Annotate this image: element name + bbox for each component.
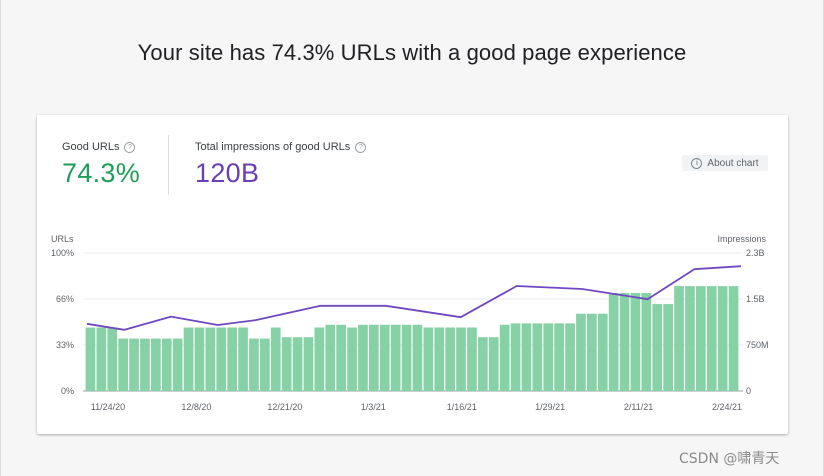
bar (696, 286, 706, 391)
bar (532, 323, 543, 391)
good-urls-label: Good URLs (62, 141, 120, 153)
bar (216, 327, 227, 391)
bar (172, 338, 183, 391)
x-tick-label: 1/16/21 (447, 402, 477, 412)
bar (183, 327, 194, 391)
bar (140, 338, 150, 391)
bar (151, 338, 161, 391)
bar (129, 338, 139, 391)
bar (107, 327, 118, 391)
bar (685, 286, 695, 391)
bar (499, 324, 510, 391)
bar (543, 323, 554, 391)
bar (390, 324, 401, 391)
combo-chart: 0% 0 33% 750M 66% 1.5B 100% 2.3B URLs Impressions… (51, 234, 769, 412)
bar (663, 304, 673, 391)
x-tick-label: 12/21/20 (267, 402, 302, 412)
bar (369, 324, 379, 391)
y-right-tick-label: 750M (746, 340, 769, 350)
help-icon[interactable]: ? (355, 141, 367, 153)
bar (85, 327, 96, 391)
impressions-label-row: Total impressions of good URLs ? (195, 141, 367, 153)
metric-divider (168, 135, 169, 195)
bar (325, 324, 336, 391)
bar (674, 286, 684, 391)
bar (358, 324, 368, 391)
impressions-metric: Total impressions of good URLs ? 120B (195, 141, 367, 189)
bar (292, 337, 303, 391)
bar (347, 327, 357, 391)
bar (456, 327, 466, 391)
bar (303, 337, 314, 391)
bar (706, 286, 717, 391)
impressions-line (86, 265, 742, 331)
bar (270, 327, 281, 391)
y-right-tick-label: 1.5B (746, 294, 765, 304)
impressions-value: 120B (195, 158, 260, 188)
bar (608, 293, 619, 391)
bar (194, 327, 205, 391)
x-tick-label: 11/24/20 (91, 402, 125, 412)
about-chart-label: About chart (707, 157, 759, 169)
bar (565, 323, 575, 391)
y-right-tick-label: 0 (746, 386, 751, 396)
bar (445, 327, 455, 391)
bar (630, 293, 641, 391)
bar (249, 338, 259, 391)
bar (728, 286, 739, 391)
good-urls-metric: Good URLs ? 74.3% (62, 141, 140, 189)
bar (336, 324, 346, 391)
good-urls-value: 74.3% (62, 158, 141, 188)
x-tick-label: 12/8/20 (181, 402, 211, 412)
x-tick-label: 1/29/21 (535, 402, 565, 412)
about-chart-button[interactable]: i About chart (682, 155, 768, 171)
y-left-tick-label: 33% (56, 340, 74, 350)
bar (554, 323, 564, 391)
x-tick-label: 2/11/21 (624, 402, 653, 412)
y-right-axis-title: Impressions (717, 234, 766, 244)
bar (161, 338, 172, 391)
y-left-tick-label: 100% (51, 248, 74, 258)
bar (314, 327, 325, 391)
bar (227, 327, 237, 391)
bar (118, 338, 128, 391)
bar (260, 338, 270, 391)
bar (641, 293, 652, 391)
bar (576, 313, 586, 391)
bar (423, 327, 434, 391)
bar (96, 327, 107, 391)
bar (478, 337, 488, 391)
x-tick-label: 1/3/21 (361, 402, 386, 412)
x-tick-label: 2/24/21 (712, 402, 742, 412)
bar (401, 324, 412, 391)
bar (510, 323, 521, 391)
bar (597, 313, 608, 391)
y-left-tick-label: 66% (56, 294, 74, 304)
bar (587, 313, 597, 391)
bar (619, 293, 630, 391)
left-edge (0, 0, 1, 476)
watermark: CSDN @啸青天 (679, 451, 780, 467)
bar (521, 323, 532, 391)
bar (238, 327, 248, 391)
bar (488, 337, 499, 391)
bar (467, 327, 477, 391)
bar (412, 324, 423, 391)
y-right-tick-label: 2.3B (746, 248, 765, 258)
page-title: Your site has 74.3% URLs with a good pag… (137, 40, 687, 65)
bar (434, 327, 445, 391)
chart-card: Good URLs ? 74.3% Total impressions of g… (37, 115, 788, 434)
bar (281, 337, 292, 391)
bar (652, 304, 663, 391)
help-icon[interactable]: ? (124, 141, 136, 153)
good-urls-label-row: Good URLs ? (62, 141, 140, 153)
info-icon: i (691, 157, 703, 169)
bar (717, 286, 728, 391)
impressions-label: Total impressions of good URLs (195, 141, 351, 153)
bar (205, 327, 216, 391)
bar (379, 324, 390, 391)
y-left-axis-title: URLs (51, 234, 74, 244)
y-left-tick-label: 0% (61, 386, 74, 396)
